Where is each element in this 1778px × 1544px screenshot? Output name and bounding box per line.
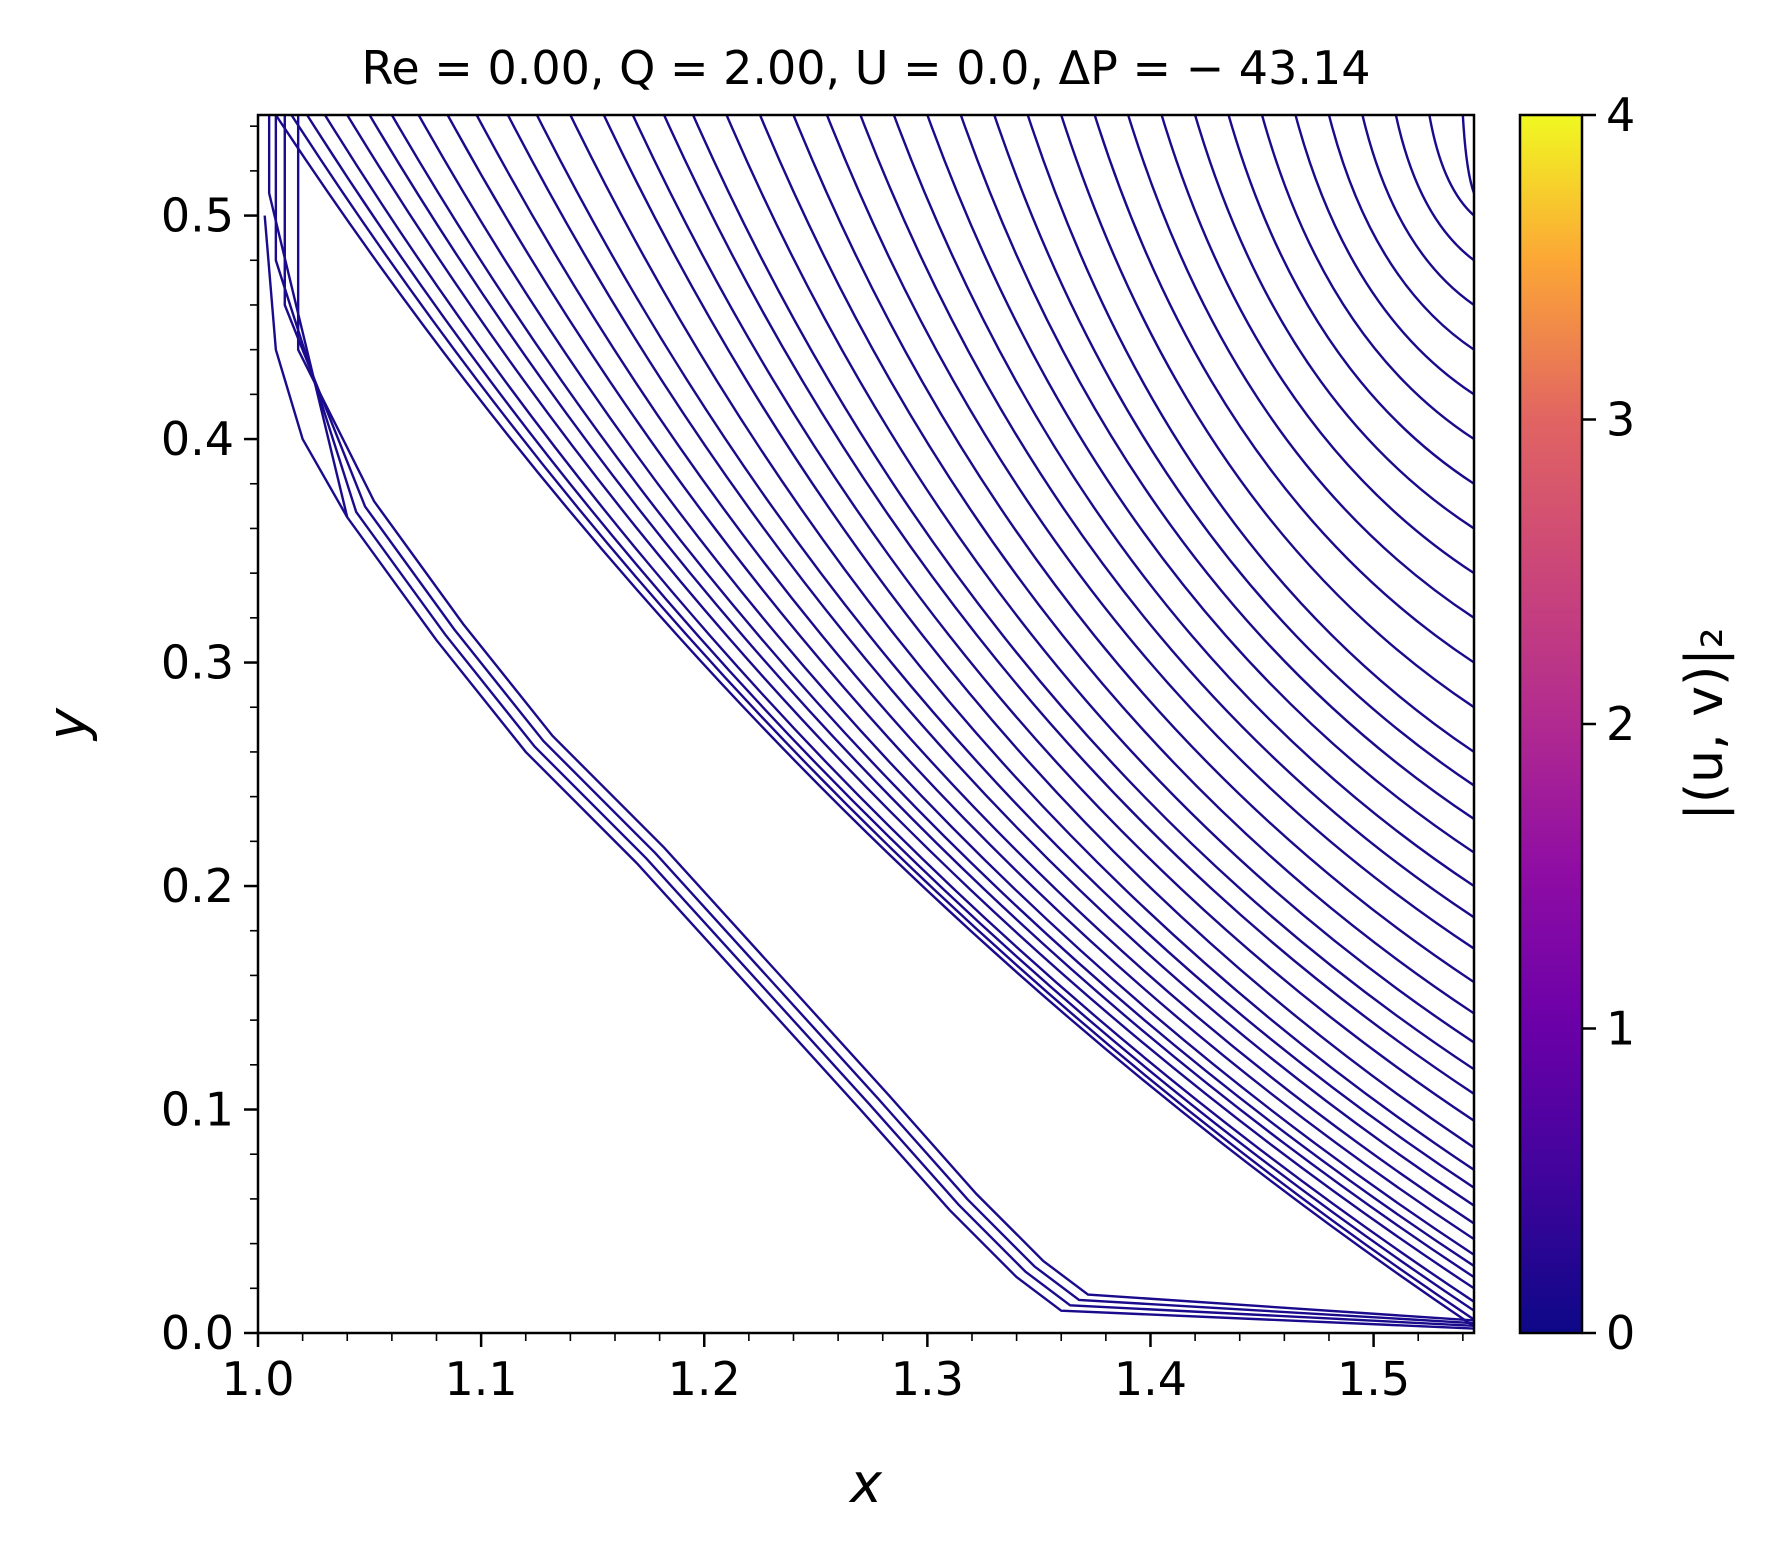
- x-axis-label: x: [848, 1452, 883, 1515]
- colorbar-tick-label: 0: [1606, 1306, 1635, 1360]
- streamline: [1461, 115, 1474, 194]
- x-tick-label: 1.0: [221, 1352, 294, 1406]
- streamline: [296, 115, 1474, 1322]
- streamline: [631, 115, 1474, 1122]
- streamline: [725, 115, 1474, 1044]
- colorbar-tick-label: 4: [1606, 88, 1635, 142]
- streamline: [1394, 115, 1474, 262]
- y-tick-label: 0.3: [161, 636, 234, 690]
- x-axis-ticks: 1.0 1.1 1.2 1.3 1.4 1.5: [221, 1333, 1464, 1406]
- streamline: [306, 115, 1474, 1312]
- streamline: [274, 115, 1474, 1328]
- streamline: [267, 115, 1474, 1330]
- streamline: [1327, 115, 1474, 351]
- x-tick-label: 1.3: [891, 1352, 964, 1406]
- y-tick-label: 0.2: [161, 859, 234, 913]
- streamline: [758, 115, 1474, 1015]
- streamline: [1294, 115, 1474, 396]
- streamline: [892, 115, 1474, 888]
- streamline: [1093, 115, 1474, 664]
- streamline: [1127, 115, 1474, 619]
- colorbar: [1518, 113, 1584, 1335]
- streamline: [506, 115, 1474, 1207]
- streamline: [1227, 115, 1474, 485]
- streamline: [569, 115, 1474, 1171]
- x-tick-label: 1.1: [445, 1352, 518, 1406]
- streamline: [263, 215, 349, 518]
- colorbar-tick-label: 2: [1606, 697, 1635, 751]
- streamline: [475, 115, 1474, 1225]
- streamline: [1160, 115, 1474, 575]
- streamlines: [263, 115, 1474, 1330]
- streamline: [283, 115, 1474, 1325]
- streamline: [1193, 115, 1474, 530]
- streamline: [993, 115, 1474, 787]
- colorbar-ticks: 0 1 2 3 4: [1582, 88, 1635, 1360]
- streamline: [1026, 115, 1474, 753]
- x-tick-label: 1.5: [1337, 1352, 1410, 1406]
- streamline: [417, 115, 1474, 1256]
- streamline: [926, 115, 1474, 854]
- streamline: [535, 115, 1474, 1189]
- y-axis-ticks: 0.0 0.1 0.2 0.3 0.4 0.5: [161, 125, 258, 1360]
- colorbar-tick-label: 3: [1606, 393, 1635, 447]
- streamline: [792, 115, 1474, 984]
- streamline: [959, 115, 1474, 820]
- streamline: [825, 115, 1474, 950]
- streamline: [859, 115, 1474, 919]
- y-tick-label: 0.1: [161, 1083, 234, 1137]
- y-tick-label: 0.5: [161, 189, 234, 243]
- streamline: [290, 115, 1474, 1321]
- streamline: [662, 115, 1474, 1095]
- streamline: [390, 115, 1474, 1267]
- streamline: [346, 115, 1474, 1290]
- streamline: [602, 115, 1474, 1149]
- streamline: [691, 115, 1474, 1071]
- streamline: [1060, 115, 1474, 709]
- colorbar-tick-label: 1: [1606, 1002, 1635, 1056]
- streamline: [368, 115, 1474, 1279]
- streamline: [446, 115, 1474, 1241]
- streamline: [1428, 115, 1474, 217]
- streamline: [1361, 115, 1474, 306]
- streamline: [1260, 115, 1474, 441]
- x-tick-label: 1.4: [1114, 1352, 1187, 1406]
- streamline: [274, 115, 1474, 1328]
- y-tick-label: 0.0: [161, 1306, 234, 1360]
- streamline: [323, 115, 1474, 1303]
- plot-frame: [256, 113, 1476, 1335]
- y-tick-label: 0.4: [161, 412, 234, 466]
- chart-title: Re = 0.00, Q = 2.00, U = 0.0, ΔP = − 43.…: [361, 41, 1370, 95]
- colorbar-label: |(u, v)|₂: [1675, 627, 1735, 820]
- x-tick-label: 1.2: [668, 1352, 741, 1406]
- y-axis-label: y: [36, 707, 99, 742]
